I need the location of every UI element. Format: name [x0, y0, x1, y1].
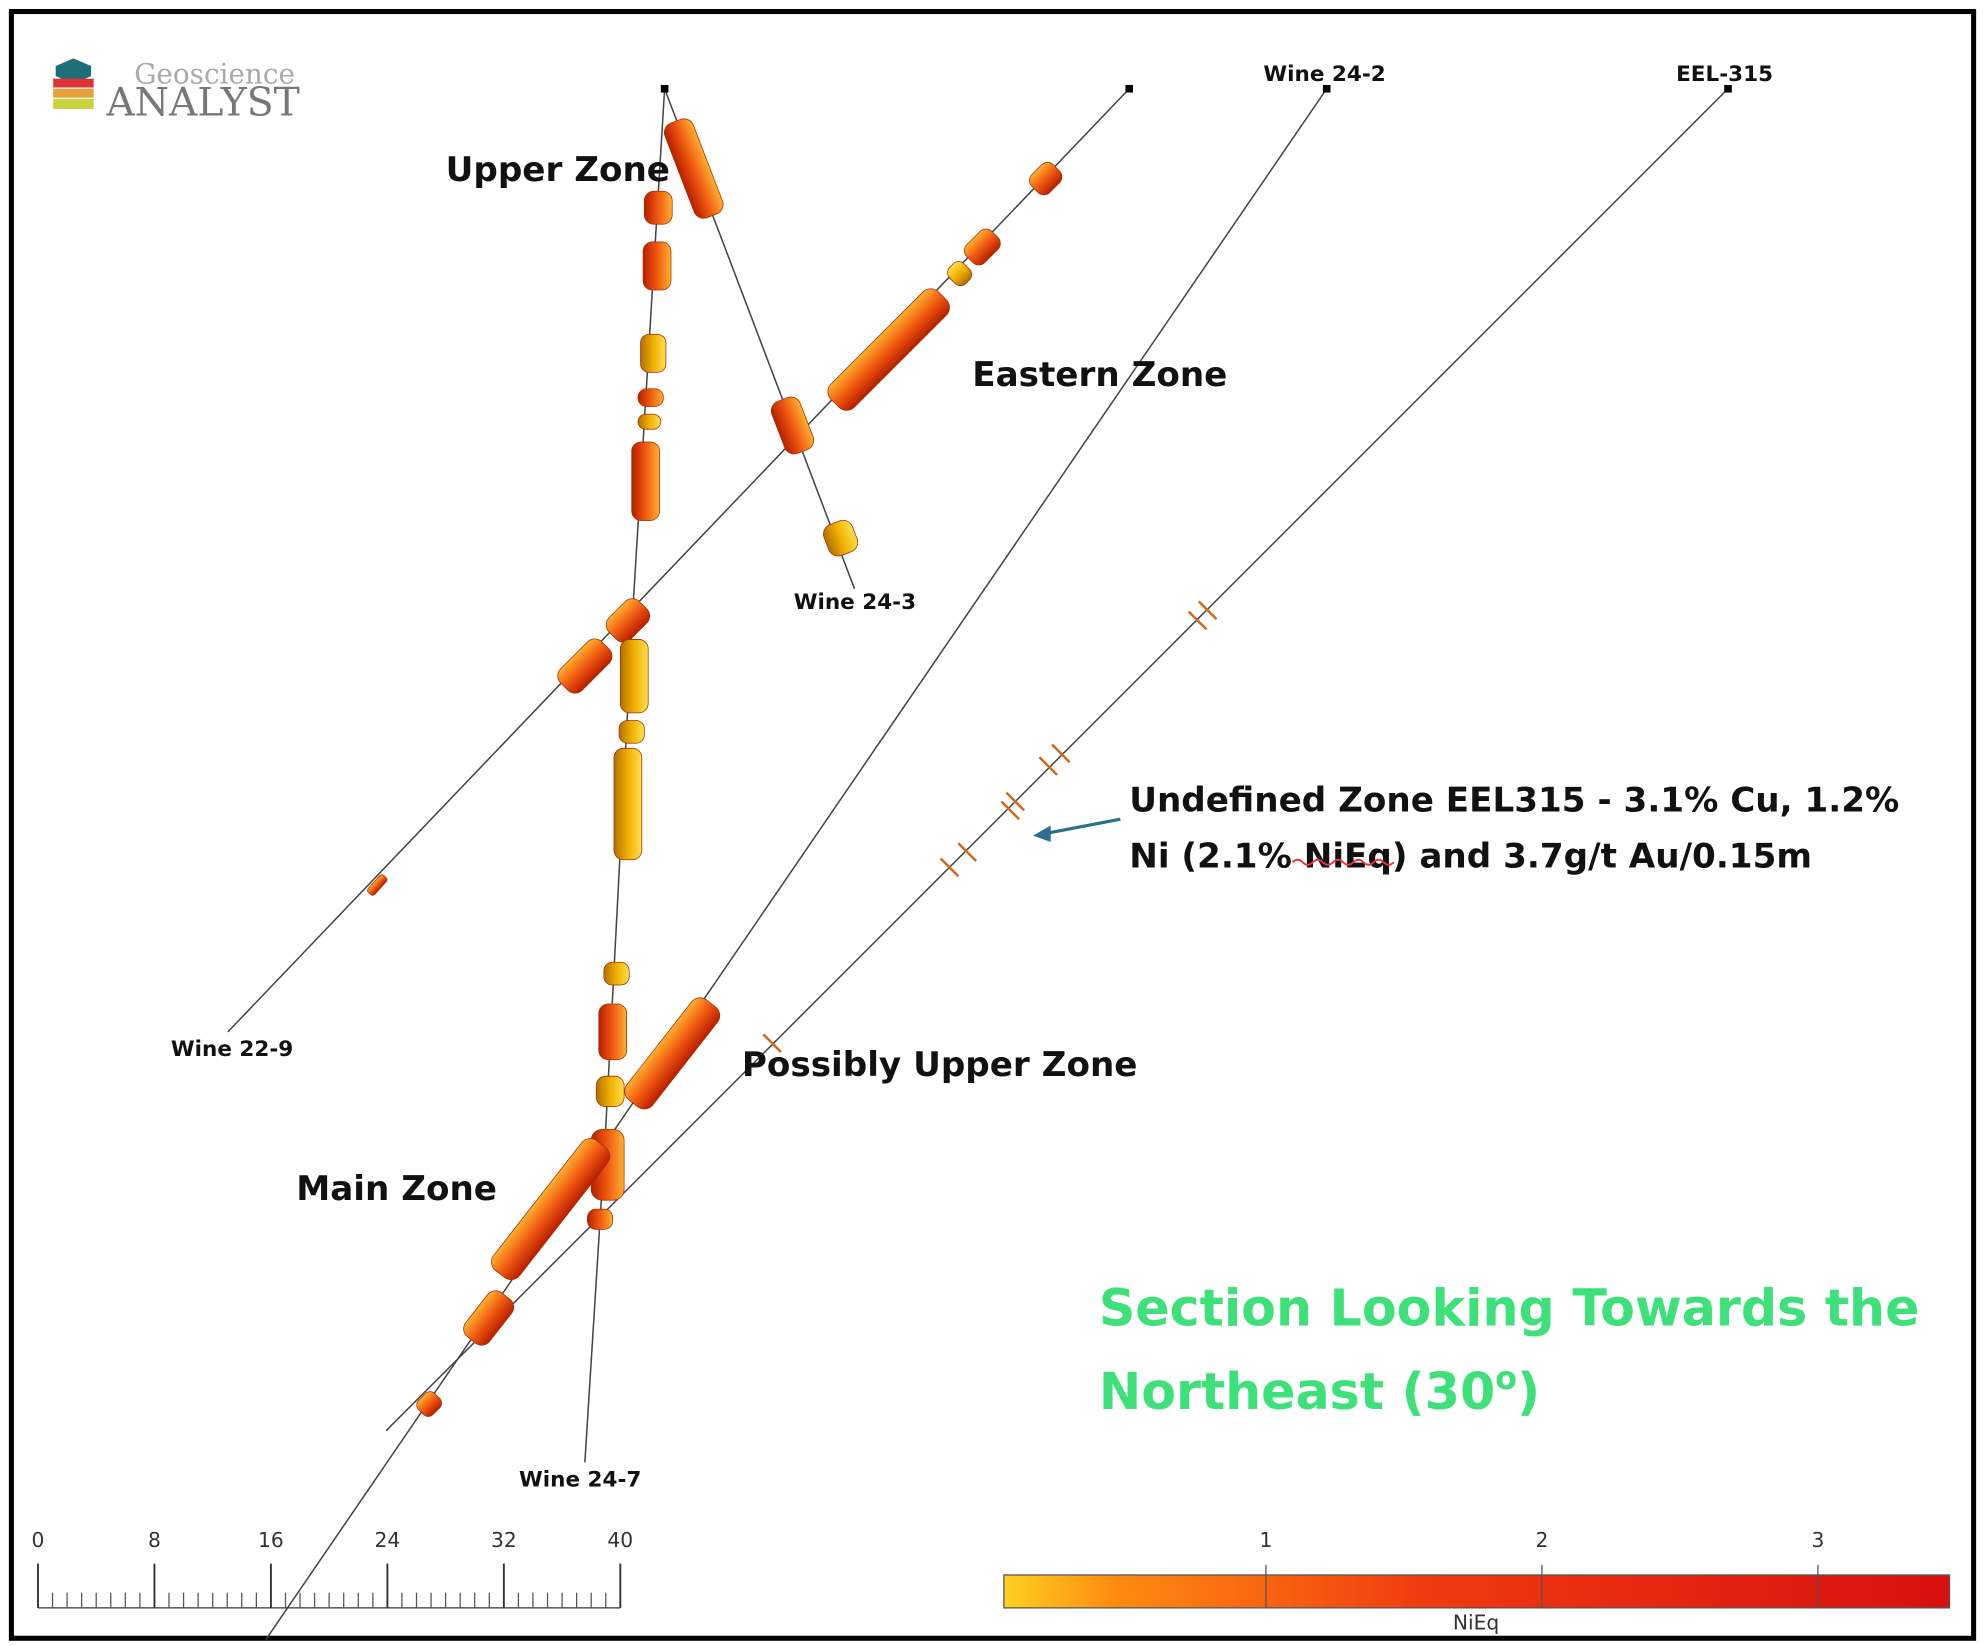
arrow — [1040, 817, 1121, 836]
interval-tick — [957, 842, 977, 862]
mineralized-interval — [598, 1003, 628, 1061]
mineralized-interval — [823, 519, 859, 557]
color-bar-label: NiEq — [1453, 1610, 1499, 1634]
scale-bar: 0 8 16 24 32 40 — [32, 1528, 633, 1609]
title-text: ) — [1517, 1362, 1540, 1421]
scale-tick-label: 24 — [374, 1528, 400, 1552]
mineralized-interval — [463, 1290, 515, 1346]
mineralized-interval — [631, 441, 660, 521]
zone-label: Upper Zone — [446, 150, 670, 190]
spell-underline — [1291, 858, 1395, 866]
mineralized-interval — [605, 598, 651, 643]
scale-tick-label: 8 — [148, 1528, 161, 1552]
scale-tick-label: 0 — [32, 1528, 45, 1552]
collar — [1724, 84, 1732, 93]
scale-tick-label: 16 — [258, 1528, 284, 1552]
scale-tick-label: 32 — [491, 1528, 517, 1552]
drill-holes — [227, 84, 1732, 1640]
mineralized-interval — [557, 638, 613, 694]
mineralized-interval — [640, 333, 667, 373]
mineralized-interval — [770, 396, 815, 455]
annotation: Ni (2.1% NiEq) and 3.7g/t Au/0.15m — [1129, 836, 1812, 876]
scale-tick-label: 40 — [607, 1528, 633, 1552]
mineralized-interval — [827, 288, 950, 411]
mineralized-interval — [618, 720, 645, 744]
mineralized-interval — [663, 118, 724, 219]
logo-text: Geoscience — [134, 58, 295, 91]
annotation: Undefined Zone EEL315 - 3.1% Cu, 1.2% — [1129, 781, 1899, 821]
hole-label: Wine 24-7 — [519, 1467, 641, 1492]
title-superscript: o — [1495, 1361, 1517, 1397]
collar — [1125, 84, 1134, 93]
mineralized-interval — [587, 1208, 614, 1230]
logo-text: ANALYST — [105, 80, 299, 125]
zone-label: Possibly Upper Zone — [742, 1045, 1138, 1085]
interval-tick — [1187, 610, 1208, 631]
mineralized-interval — [416, 1391, 442, 1417]
frame — [8, 8, 1977, 1641]
interval-tick — [762, 1033, 782, 1054]
mineralized-interval — [637, 388, 664, 407]
mineralized-interval — [613, 747, 643, 861]
title-text: Northeast (30 — [1099, 1362, 1495, 1421]
collar — [1322, 84, 1331, 93]
collar — [660, 84, 669, 93]
mineralized-interval — [643, 190, 673, 225]
mineralized-interval — [491, 1138, 611, 1281]
color-bar-tick-label: 3 — [1811, 1528, 1824, 1552]
logo-icon — [53, 88, 94, 98]
mineralized-interval — [624, 997, 721, 1110]
interval-tick — [1000, 800, 1020, 821]
logo-icon — [53, 78, 94, 88]
drill-trace — [227, 88, 1130, 1033]
title: Section Looking Towards the — [1099, 1279, 1920, 1338]
hole-label: EEL-315 — [1676, 62, 1773, 87]
mineralized-interval — [1029, 162, 1063, 196]
logo: Geoscience ANALYST — [53, 58, 300, 125]
arrowhead — [1033, 825, 1051, 842]
interval-tick — [1197, 600, 1218, 621]
mineralized-interval — [619, 639, 649, 714]
hole-label: Wine 24-2 — [1263, 62, 1385, 87]
color-bar-tick-label: 1 — [1259, 1528, 1272, 1552]
drill-trace — [385, 88, 1729, 1432]
interval-tick — [1038, 756, 1058, 776]
hole-label: Wine 24-3 — [794, 590, 916, 615]
interval-tick — [1005, 791, 1026, 812]
interval-tick — [939, 857, 960, 878]
logo-icon — [55, 58, 92, 84]
mineralized-interval — [947, 261, 973, 287]
mineralized-interval — [367, 874, 388, 896]
mineralized-interval — [964, 228, 1001, 266]
color-bar: NiEq 1 2 3 — [1003, 1528, 1951, 1634]
color-bar-tick-label: 2 — [1535, 1528, 1548, 1552]
mineralized-interval — [642, 241, 672, 291]
color-ramp — [1003, 1574, 1951, 1609]
title: Northeast (30o) — [1099, 1361, 1540, 1421]
interval-tick — [1051, 743, 1071, 764]
mineralized-interval — [637, 413, 662, 430]
drill-trace — [265, 88, 1328, 1640]
hole-label: Wine 22-9 — [171, 1037, 293, 1062]
logo-icon — [53, 98, 94, 110]
zone-label: Main Zone — [296, 1169, 497, 1209]
mineralized-interval — [603, 961, 630, 986]
zone-label: Eastern Zone — [972, 355, 1227, 395]
mineralized-interval — [595, 1075, 625, 1107]
